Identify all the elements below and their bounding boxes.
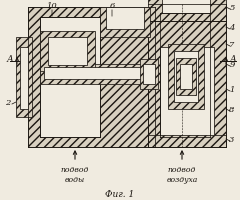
Bar: [44, 68, 144, 80]
Bar: [168, 45, 204, 109]
Text: подвод
воздуха: подвод воздуха: [166, 166, 198, 183]
Bar: [100, 8, 150, 38]
Bar: [20, 48, 28, 109]
Text: 5: 5: [229, 4, 235, 12]
Bar: [28, 8, 155, 147]
Text: 8: 8: [229, 105, 235, 113]
Bar: [143, 65, 155, 85]
Bar: [174, 52, 198, 102]
Text: Фиг. 1: Фиг. 1: [105, 190, 135, 199]
Text: 4: 4: [229, 24, 235, 32]
Text: 10: 10: [47, 2, 57, 10]
Bar: [40, 18, 100, 137]
Text: А: А: [230, 55, 236, 64]
Bar: [180, 65, 192, 90]
Bar: [140, 60, 158, 90]
Bar: [48, 38, 87, 66]
Bar: [106, 8, 144, 30]
Bar: [148, 22, 226, 147]
Text: 1: 1: [229, 86, 235, 94]
Text: 3: 3: [229, 135, 235, 143]
Text: 7: 7: [229, 41, 235, 49]
Bar: [40, 65, 148, 85]
Text: 2: 2: [5, 99, 11, 106]
Bar: [162, 0, 210, 14]
Bar: [148, 135, 226, 147]
Text: 6: 6: [109, 2, 115, 10]
Text: подвод
воды: подвод воды: [61, 166, 89, 183]
Bar: [148, 0, 226, 22]
Text: А: А: [6, 55, 13, 64]
Bar: [176, 59, 196, 96]
Bar: [40, 32, 95, 72]
Text: 9: 9: [229, 61, 235, 69]
Bar: [160, 48, 214, 137]
Bar: [16, 38, 32, 117]
